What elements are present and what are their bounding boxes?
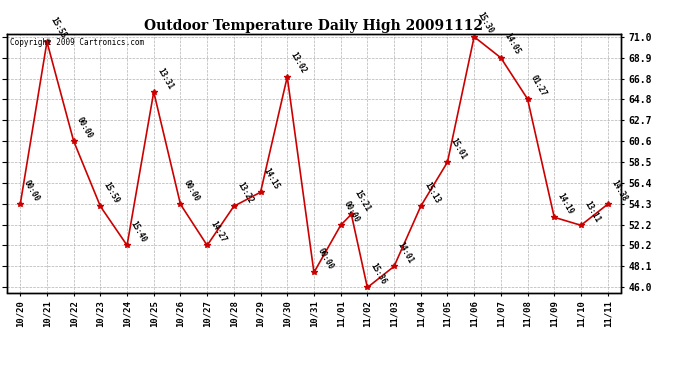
Text: 13:31: 13:31 — [155, 66, 175, 90]
Text: 15:59: 15:59 — [101, 180, 121, 205]
Text: 01:27: 01:27 — [529, 73, 549, 98]
Text: 14:05: 14:05 — [502, 32, 522, 56]
Text: 15:55: 15:55 — [48, 16, 68, 40]
Text: 14:15: 14:15 — [262, 166, 282, 191]
Text: 00:00: 00:00 — [182, 178, 201, 203]
Text: 14:19: 14:19 — [555, 191, 575, 216]
Text: 15:40: 15:40 — [128, 219, 148, 244]
Text: 00:00: 00:00 — [315, 246, 335, 271]
Text: 13:22: 13:22 — [235, 180, 255, 205]
Text: 13:11: 13:11 — [582, 200, 602, 224]
Text: 00:00: 00:00 — [342, 200, 362, 224]
Text: 15:21: 15:21 — [353, 188, 372, 213]
Text: 00:00: 00:00 — [75, 115, 95, 140]
Text: 14:38: 14:38 — [609, 178, 629, 203]
Text: 15:13: 15:13 — [422, 180, 442, 205]
Text: 14:27: 14:27 — [208, 219, 228, 244]
Text: 15:30: 15:30 — [475, 11, 495, 35]
Text: 15:01: 15:01 — [448, 136, 469, 161]
Text: Copyright 2009 Cartronics.com: Copyright 2009 Cartronics.com — [10, 38, 144, 46]
Text: 14:01: 14:01 — [395, 240, 415, 265]
Title: Outdoor Temperature Daily High 20091112: Outdoor Temperature Daily High 20091112 — [144, 19, 484, 33]
Text: 13:02: 13:02 — [288, 51, 308, 75]
Text: 00:00: 00:00 — [21, 178, 41, 203]
Text: 15:36: 15:36 — [368, 262, 388, 286]
